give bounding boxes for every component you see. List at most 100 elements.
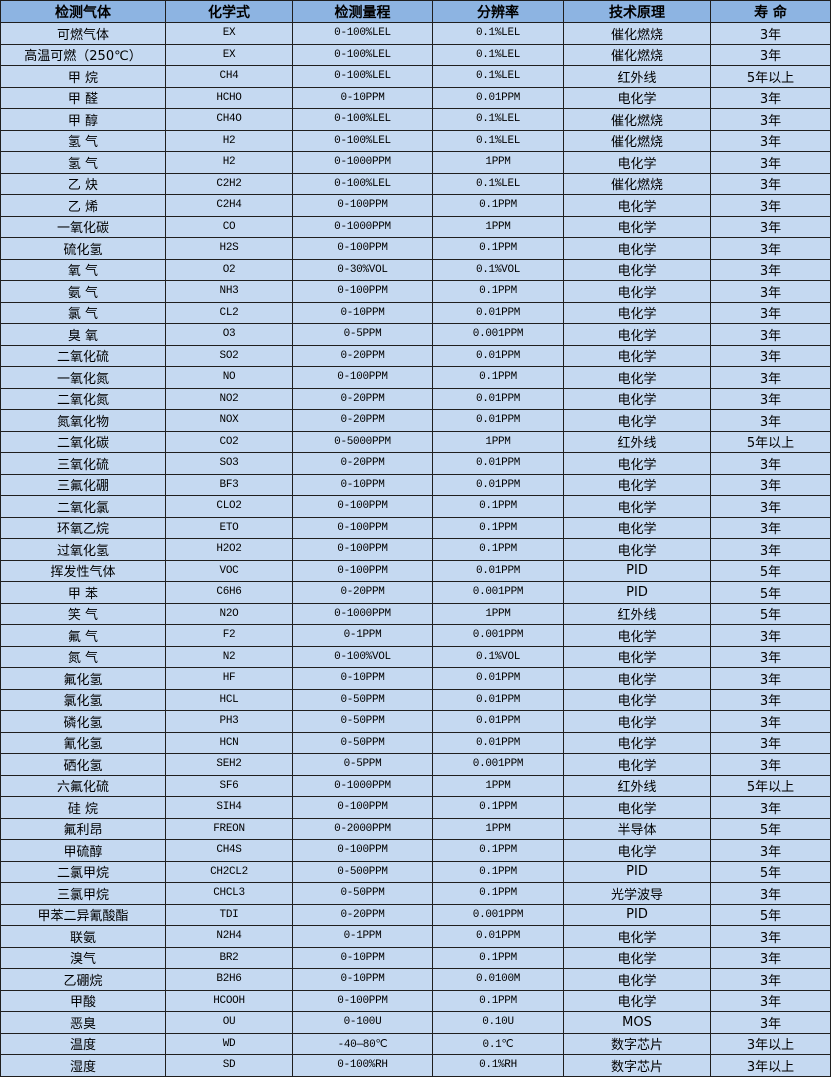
cell-principle: 电化学	[563, 731, 711, 754]
table-row: 臭 氧 O3 0-5PPM 0.001PPM 电化学 3年	[0, 323, 831, 346]
cell-range: 0-100PPM	[292, 237, 433, 260]
table-row: 甲酸 HCOOH 0-100PPM 0.1PPM 电化学 3年	[0, 989, 831, 1012]
cell-formula: EX	[165, 43, 293, 66]
cell-gas: 三氧化硫	[0, 452, 166, 475]
cell-range: 0-20PPM	[292, 387, 433, 410]
cell-lifespan: 5年以上	[710, 774, 831, 797]
cell-formula: HF	[165, 667, 293, 690]
cell-gas: 乙 烯	[0, 194, 166, 217]
cell-principle: 电化学	[563, 86, 711, 109]
cell-principle: 催化燃烧	[563, 108, 711, 131]
cell-gas: 氯化氢	[0, 688, 166, 711]
table-row: 湿度 SD 0-100%RH 0.1%RH 数字芯片 3年以上	[0, 1054, 831, 1077]
table-row: 甲 烷 CH4 0-100%LEL 0.1%LEL 红外线 5年以上	[0, 65, 831, 88]
table-row: 恶臭 OU 0-100U 0.10U MOS 3年	[0, 1011, 831, 1034]
cell-range: 0-100PPM	[292, 516, 433, 539]
cell-formula: CH4	[165, 65, 293, 88]
cell-resolution: 0.01PPM	[432, 86, 564, 109]
cell-gas: 甲硫醇	[0, 839, 166, 862]
cell-resolution: 0.1PPM	[432, 796, 564, 819]
cell-formula: NO	[165, 366, 293, 389]
cell-lifespan: 3年	[710, 731, 831, 754]
cell-range: 0-100%LEL	[292, 172, 433, 195]
cell-formula: CLO2	[165, 495, 293, 518]
cell-resolution: 0.1%LEL	[432, 65, 564, 88]
cell-formula: SO3	[165, 452, 293, 475]
cell-principle: 电化学	[563, 516, 711, 539]
cell-lifespan: 3年	[710, 796, 831, 819]
cell-formula: H2	[165, 129, 293, 152]
table-row: 氮 气 N2 0-100%VOL 0.1%VOL 电化学 3年	[0, 645, 831, 668]
table-row: 笑 气 N2O 0-1000PPM 1PPM 红外线 5年	[0, 602, 831, 625]
cell-range: 0-100%LEL	[292, 43, 433, 66]
cell-formula: HCOOH	[165, 989, 293, 1012]
table-row: 氟化氢 HF 0-10PPM 0.01PPM 电化学 3年	[0, 667, 831, 690]
cell-lifespan: 5年以上	[710, 430, 831, 453]
cell-resolution: 0.1PPM	[432, 237, 564, 260]
cell-formula: VOC	[165, 559, 293, 582]
cell-principle: 电化学	[563, 258, 711, 281]
table-row: 二氧化氮 NO2 0-20PPM 0.01PPM 电化学 3年	[0, 387, 831, 410]
cell-gas: 乙硼烷	[0, 968, 166, 991]
table-row: 氢 气 H2 0-1000PPM 1PPM 电化学 3年	[0, 151, 831, 174]
cell-principle: 红外线	[563, 602, 711, 625]
cell-range: 0-50PPM	[292, 731, 433, 754]
cell-principle: 光学波导	[563, 882, 711, 905]
cell-formula: ETO	[165, 516, 293, 539]
cell-principle: 电化学	[563, 323, 711, 346]
cell-principle: 半导体	[563, 817, 711, 840]
cell-formula: H2	[165, 151, 293, 174]
cell-formula: N2	[165, 645, 293, 668]
cell-principle: MOS	[563, 1011, 711, 1034]
cell-range: 0-100PPM	[292, 194, 433, 217]
cell-lifespan: 3年	[710, 946, 831, 969]
cell-lifespan: 3年	[710, 172, 831, 195]
cell-lifespan: 5年	[710, 559, 831, 582]
cell-resolution: 0.1PPM	[432, 194, 564, 217]
cell-range: 0-100%RH	[292, 1054, 433, 1077]
table-row: 氯 气 CL2 0-10PPM 0.01PPM 电化学 3年	[0, 301, 831, 324]
cell-principle: 催化燃烧	[563, 43, 711, 66]
header-lifespan: 寿 命	[710, 0, 831, 23]
cell-formula: CH2CL2	[165, 860, 293, 883]
cell-gas: 氟 气	[0, 624, 166, 647]
cell-resolution: 0.1PPM	[432, 538, 564, 561]
cell-formula: SO2	[165, 344, 293, 367]
cell-gas: 氢 气	[0, 129, 166, 152]
cell-lifespan: 3年	[710, 1011, 831, 1034]
cell-principle: 催化燃烧	[563, 172, 711, 195]
cell-principle: PID	[563, 860, 711, 883]
cell-range: 0-500PPM	[292, 860, 433, 883]
cell-principle: 电化学	[563, 968, 711, 991]
cell-gas: 可燃气体	[0, 22, 166, 45]
table-row: 联氨 N2H4 0-1PPM 0.01PPM 电化学 3年	[0, 925, 831, 948]
cell-resolution: 1PPM	[432, 151, 564, 174]
header-resolution: 分辨率	[432, 0, 564, 23]
table-row: 硫化氢 H2S 0-100PPM 0.1PPM 电化学 3年	[0, 237, 831, 260]
cell-gas: 一氧化碳	[0, 215, 166, 238]
cell-lifespan: 3年	[710, 538, 831, 561]
cell-lifespan: 3年	[710, 645, 831, 668]
cell-range: 0-1000PPM	[292, 774, 433, 797]
cell-resolution: 0.01PPM	[432, 667, 564, 690]
cell-lifespan: 5年以上	[710, 65, 831, 88]
cell-resolution: 0.1%LEL	[432, 129, 564, 152]
cell-range: 0-100U	[292, 1011, 433, 1034]
cell-resolution: 0.1%VOL	[432, 258, 564, 281]
cell-formula: O3	[165, 323, 293, 346]
cell-formula: CO2	[165, 430, 293, 453]
cell-formula: CHCL3	[165, 882, 293, 905]
cell-range: 0-5PPM	[292, 753, 433, 776]
cell-lifespan: 5年	[710, 581, 831, 604]
cell-range: -40—80℃	[292, 1032, 433, 1055]
cell-lifespan: 3年	[710, 925, 831, 948]
cell-lifespan: 3年	[710, 301, 831, 324]
cell-range: 0-20PPM	[292, 344, 433, 367]
cell-formula: EX	[165, 22, 293, 45]
cell-gas: 臭 氧	[0, 323, 166, 346]
table-row: 温度 WD -40—80℃ 0.1℃ 数字芯片 3年以上	[0, 1032, 831, 1055]
cell-gas: 氯 气	[0, 301, 166, 324]
cell-lifespan: 3年	[710, 366, 831, 389]
cell-resolution: 0.01PPM	[432, 452, 564, 475]
